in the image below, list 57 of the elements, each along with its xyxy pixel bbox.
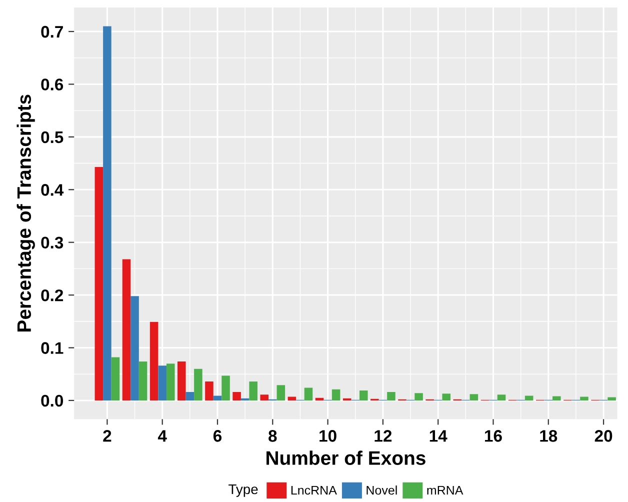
y-tick-label: 0.1 <box>41 342 64 354</box>
bar <box>304 388 313 400</box>
bar <box>138 361 148 400</box>
bar <box>186 392 194 400</box>
bar <box>470 394 478 400</box>
y-tick-label: 0.5 <box>41 131 64 144</box>
y-tick-label: 0.6 <box>41 78 64 90</box>
bar <box>315 398 324 400</box>
y-tick-label: 0.2 <box>41 289 64 302</box>
bar <box>552 396 561 400</box>
y-tick-label: 0.3 <box>41 236 64 249</box>
bar <box>111 357 120 400</box>
x-tick-label: 16 <box>485 430 502 442</box>
bar <box>608 397 616 400</box>
bar <box>158 366 166 400</box>
x-tick-label: 20 <box>594 430 612 442</box>
x-tick-label: 10 <box>320 430 336 442</box>
bar <box>497 394 506 400</box>
y-tick-label: 0.4 <box>41 184 64 196</box>
x-tick-label: 6 <box>213 430 222 442</box>
bar <box>332 389 340 400</box>
x-tick-label: 4 <box>158 430 167 442</box>
bar <box>166 364 175 400</box>
bar <box>524 396 534 400</box>
x-tick-label: 12 <box>374 430 392 442</box>
bar <box>276 385 286 400</box>
bar <box>260 394 269 400</box>
bar <box>130 296 139 400</box>
bar <box>94 166 104 400</box>
y-tick-label: 0.7 <box>41 26 63 38</box>
x-tick-label: 8 <box>268 430 277 442</box>
bar <box>442 394 450 400</box>
bar <box>103 26 112 400</box>
bar <box>580 396 588 400</box>
bar <box>414 393 423 400</box>
bar <box>205 381 214 400</box>
x-tick-label: 2 <box>103 430 112 442</box>
bar <box>150 322 158 400</box>
legend-label: Novel <box>366 485 397 495</box>
bar <box>178 361 186 400</box>
legend-title: Type <box>228 484 258 497</box>
bar <box>249 381 258 400</box>
bar <box>213 396 222 400</box>
y-tick-label: 0.0 <box>41 394 64 407</box>
x-tick-label: 18 <box>540 430 558 442</box>
bar <box>122 259 131 400</box>
bar <box>232 392 241 400</box>
bar <box>288 396 296 400</box>
legend-label: mRNA <box>427 486 464 495</box>
y-axis-title: Percentage of Transcripts <box>16 94 35 332</box>
bar <box>194 368 202 400</box>
legend-label: LncRNA <box>291 486 337 495</box>
bar <box>387 392 396 400</box>
bar <box>222 376 230 400</box>
x-axis-title: Number of Exons <box>266 450 426 465</box>
bar <box>360 390 368 400</box>
x-tick-label: 14 <box>430 430 448 442</box>
